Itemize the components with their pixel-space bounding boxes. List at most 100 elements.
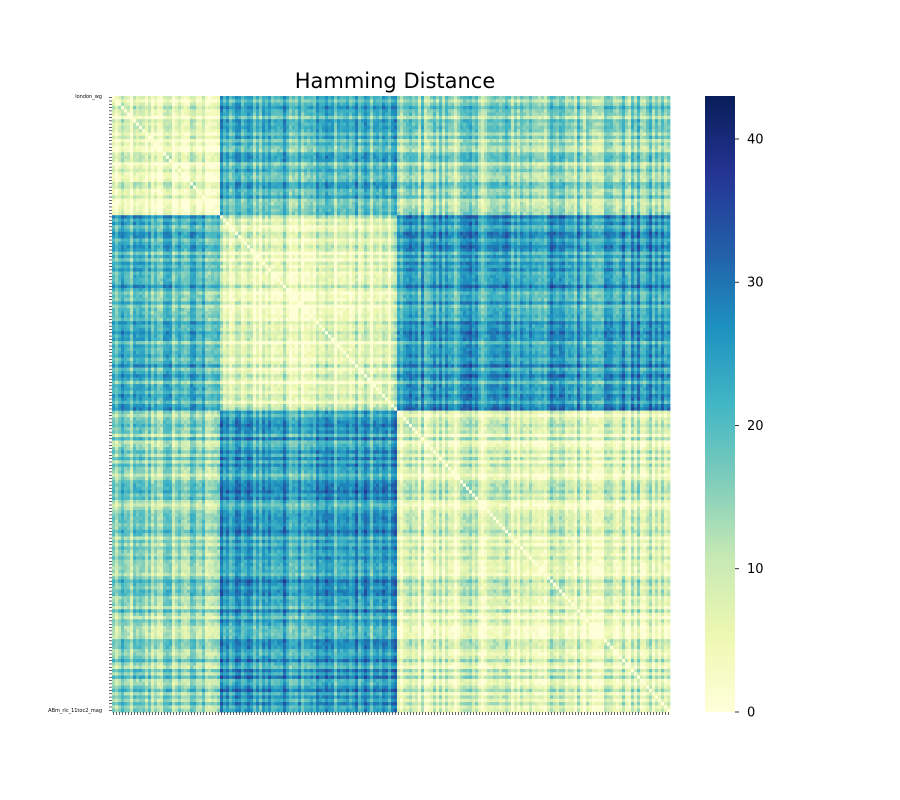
- heatmap-cell: [445, 129, 448, 133]
- heatmap-cell: [643, 149, 646, 153]
- heatmap-cell: [544, 119, 547, 123]
- heatmap-cell: [130, 146, 133, 150]
- heatmap-cell: [619, 129, 622, 133]
- heatmap-cell: [427, 129, 430, 133]
- heatmap-cell: [265, 96, 268, 100]
- heatmap-cell: [454, 146, 457, 150]
- heatmap-cell: [571, 129, 574, 133]
- heatmap-cell: [190, 149, 193, 153]
- heatmap-cell: [502, 103, 505, 107]
- heatmap-cell: [625, 126, 628, 130]
- heatmap-cell: [115, 146, 118, 150]
- heatmap-cell: [613, 146, 616, 150]
- heatmap-cell: [430, 129, 433, 133]
- heatmap-cell: [268, 122, 271, 126]
- heatmap-cell: [313, 142, 316, 146]
- heatmap-cell: [334, 136, 337, 140]
- heatmap-cell: [337, 122, 340, 126]
- heatmap-cell: [643, 119, 646, 123]
- heatmap-cell: [208, 99, 211, 103]
- heatmap-cell: [139, 113, 142, 117]
- heatmap-cell: [514, 146, 517, 150]
- heatmap-cell: [247, 136, 250, 140]
- heatmap-cell: [478, 109, 481, 113]
- heatmap-cell: [517, 136, 520, 140]
- heatmap-cell: [478, 103, 481, 107]
- heatmap-cell: [607, 132, 610, 136]
- heatmap-cell: [643, 132, 646, 136]
- heatmap-cell: [217, 139, 220, 143]
- heatmap-cell: [517, 106, 520, 110]
- heatmap-cell: [598, 136, 601, 140]
- heatmap-cell: [193, 139, 196, 143]
- heatmap-cell: [583, 96, 586, 100]
- heatmap-cell: [658, 132, 661, 136]
- heatmap-cell: [376, 122, 379, 126]
- heatmap-cell: [562, 152, 565, 156]
- heatmap-cell: [421, 106, 424, 110]
- heatmap-cell: [124, 146, 127, 150]
- heatmap-cell: [274, 126, 277, 130]
- heatmap-cell: [616, 99, 619, 103]
- heatmap-cell: [118, 109, 121, 113]
- heatmap-cell: [610, 119, 613, 123]
- heatmap-cell: [130, 136, 133, 140]
- heatmap-cell: [298, 99, 301, 103]
- heatmap-cell: [658, 116, 661, 120]
- heatmap-cell: [277, 113, 280, 117]
- heatmap-cell: [640, 99, 643, 103]
- heatmap-cell: [310, 152, 313, 156]
- heatmap-cell: [571, 142, 574, 146]
- heatmap-cell: [313, 106, 316, 110]
- heatmap-cell: [436, 106, 439, 110]
- heatmap-cell: [172, 109, 175, 113]
- heatmap-cell: [553, 103, 556, 107]
- heatmap-cell: [130, 149, 133, 153]
- heatmap-cell: [127, 119, 130, 123]
- heatmap-cell: [205, 132, 208, 136]
- heatmap-cell: [346, 122, 349, 126]
- heatmap-cell: [544, 139, 547, 143]
- heatmap-cell: [349, 109, 352, 113]
- heatmap-cell: [568, 152, 571, 156]
- heatmap-cell: [565, 132, 568, 136]
- heatmap-cell: [283, 106, 286, 110]
- heatmap-cell: [118, 113, 121, 117]
- heatmap-cell: [205, 139, 208, 143]
- heatmap-cell: [307, 149, 310, 153]
- heatmap-cell: [664, 149, 667, 153]
- heatmap-cell: [445, 113, 448, 117]
- heatmap-cell: [667, 142, 670, 146]
- heatmap-cell: [151, 113, 154, 117]
- heatmap-cell: [646, 146, 649, 150]
- heatmap-cell: [118, 99, 121, 103]
- heatmap-cell: [472, 142, 475, 146]
- heatmap-cell: [328, 109, 331, 113]
- heatmap-cell: [322, 122, 325, 126]
- heatmap-cell: [175, 132, 178, 136]
- heatmap-cell: [187, 109, 190, 113]
- heatmap-cell: [607, 146, 610, 150]
- heatmap-cell: [415, 113, 418, 117]
- heatmap-cell: [367, 116, 370, 120]
- heatmap-cell: [328, 129, 331, 133]
- heatmap-cell: [445, 122, 448, 126]
- heatmap-cell: [310, 96, 313, 100]
- heatmap-cell: [361, 149, 364, 153]
- heatmap-cell: [643, 113, 646, 117]
- heatmap-cell: [352, 136, 355, 140]
- heatmap-cell: [274, 103, 277, 107]
- heatmap-cell: [301, 152, 304, 156]
- heatmap-cell: [394, 152, 397, 156]
- heatmap-cell: [454, 96, 457, 100]
- heatmap-cell: [199, 109, 202, 113]
- heatmap-cell: [394, 129, 397, 133]
- heatmap-cell: [589, 152, 592, 156]
- heatmap-cell: [124, 96, 127, 100]
- heatmap-cell: [283, 142, 286, 146]
- heatmap-cell: [535, 142, 538, 146]
- heatmap-cell: [181, 136, 184, 140]
- heatmap-cell: [619, 109, 622, 113]
- heatmap-cell: [142, 142, 145, 146]
- heatmap-cell: [205, 113, 208, 117]
